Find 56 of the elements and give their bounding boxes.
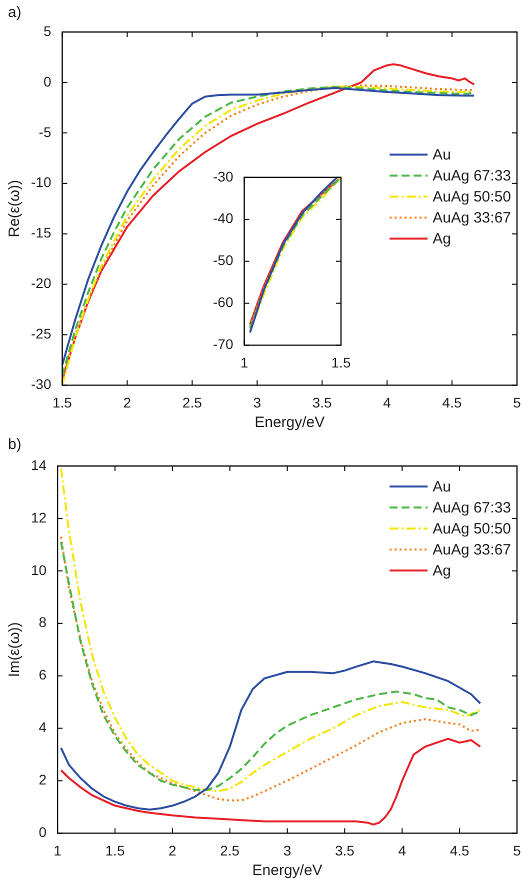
y-tick-label: -20 — [31, 275, 52, 292]
x-tick-label: 1.5 — [52, 394, 72, 410]
legend-label: Au — [432, 146, 451, 164]
y-tick-label: 6 — [38, 666, 47, 683]
x-tick-label: 1.5 — [331, 354, 351, 370]
x-tick-label: 4 — [383, 394, 392, 410]
y-tick-label: -15 — [31, 224, 52, 241]
legend-label: AuAg 67:33 — [432, 500, 512, 517]
x-tick-label: 3 — [253, 394, 262, 410]
text: a) — [8, 4, 22, 21]
legend-label: AuAg 33:67 — [432, 542, 512, 559]
x-tick-label: 2.5 — [182, 394, 202, 410]
x-tick-label: 2.5 — [220, 842, 240, 858]
y-axis-title: Re(ε(ω)) — [6, 180, 24, 238]
y-tick-label: 0 — [43, 73, 52, 90]
x-tick-label: 1.5 — [105, 842, 125, 858]
x-tick-label: 3 — [283, 842, 292, 858]
x-tick-label: 5 — [513, 842, 522, 858]
legend-label: AuAg 50:50 — [432, 520, 512, 538]
legend-label: AuAg 33:67 — [432, 210, 512, 227]
y-tick-label: -40 — [213, 210, 234, 226]
x-tick-label: 5 — [513, 394, 522, 410]
x-tick-label: 4.5 — [450, 842, 470, 858]
y-tick-label: -50 — [213, 252, 234, 268]
x-tick-label: 3.5 — [312, 394, 332, 410]
y-tick-label: 5 — [43, 22, 52, 39]
text: b) — [8, 436, 22, 453]
y-tick-label: 0 — [38, 824, 47, 840]
y-tick-label: 2 — [38, 772, 47, 788]
x-axis-title: Energy/eV — [252, 862, 322, 880]
legend-label: Ag — [432, 562, 451, 580]
y-tick-label: 4 — [38, 719, 47, 736]
y-tick-label: -10 — [31, 174, 52, 190]
y-tick-label: -70 — [213, 336, 234, 352]
x-tick-label: 2 — [123, 394, 132, 410]
x-tick-label: 1 — [54, 842, 62, 858]
y-axis-title: Im(ε(ω)) — [6, 622, 24, 678]
legend-label: AuAg 67:33 — [432, 168, 512, 185]
x-tick-label: 2 — [168, 842, 177, 858]
legend-label: Ag — [432, 230, 451, 248]
y-tick-label: -60 — [213, 294, 234, 310]
x-axis-title: Energy/eV — [254, 414, 325, 432]
x-tick-label: 4 — [398, 842, 406, 858]
y-tick-label: 10 — [30, 562, 47, 578]
legend-label: AuAg 50:50 — [432, 188, 512, 206]
y-tick-label: 12 — [30, 509, 47, 526]
x-tick-label: 3.5 — [334, 842, 355, 858]
y-tick-label: -5 — [38, 124, 52, 140]
y-tick-label: 8 — [38, 614, 47, 630]
y-tick-label: -25 — [31, 326, 52, 342]
y-tick-label: 14 — [30, 456, 47, 473]
legend-label: Au — [432, 478, 451, 496]
x-tick-label: 4.5 — [442, 394, 462, 410]
y-tick-label: -30 — [213, 168, 234, 184]
y-tick-label: -30 — [31, 376, 52, 392]
x-tick-label: 1 — [240, 354, 248, 370]
